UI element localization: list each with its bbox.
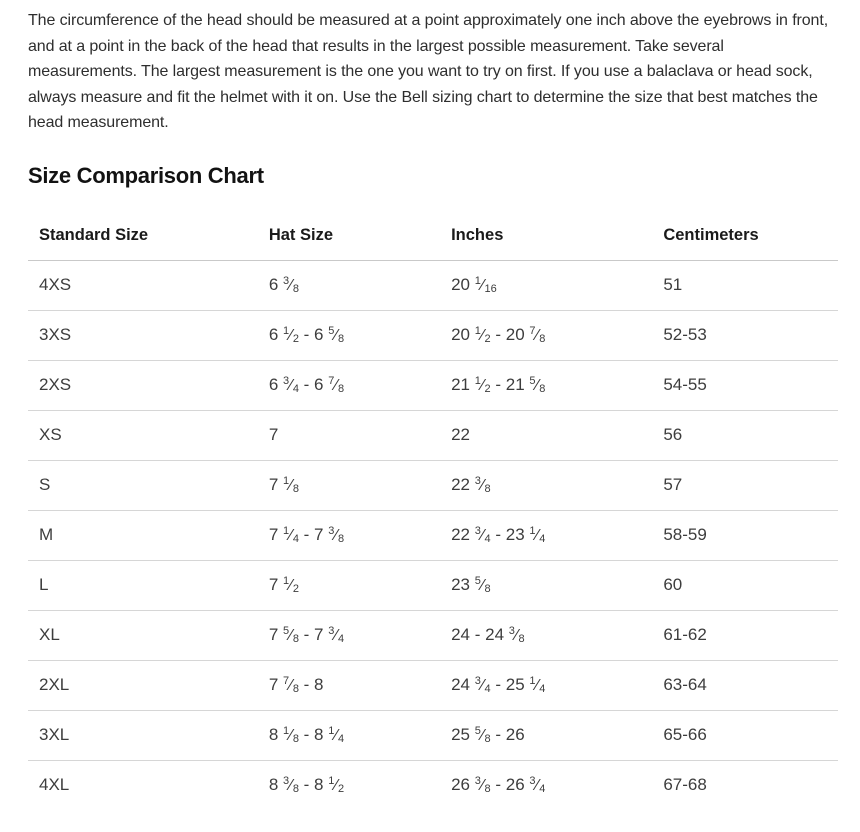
cell-standard-size: XS — [28, 410, 259, 461]
cell-centimeters: 52-53 — [653, 310, 838, 361]
section-title: Size Comparison Chart — [28, 162, 264, 188]
table-row: 3XS 6 1⁄2 - 6 5⁄8 20 1⁄2 - 20 7⁄8 52-53 — [28, 310, 838, 361]
table-row: 4XS 6 3⁄8 20 1⁄16 51 — [28, 260, 838, 311]
cell-standard-size: 4XS — [28, 260, 259, 311]
cell-hat-size: 6 1⁄2 - 6 5⁄8 — [258, 310, 442, 361]
cell-centimeters: 67-68 — [663, 774, 707, 794]
cell-standard-size: 3XL — [28, 710, 259, 761]
cell-inches: 20 1⁄16 — [441, 260, 654, 311]
cell-hat-size: 6 3⁄4 - 6 7⁄8 — [258, 360, 442, 411]
column-header-standard-size: Standard Size — [28, 211, 259, 261]
table-row: 2XL 7 7⁄8 - 8 24 3⁄4 - 25 1⁄4 63-64 — [28, 660, 838, 711]
intro-paragraph: The circumference of the head should be … — [28, 12, 829, 131]
cell-standard-size: S — [28, 460, 259, 511]
cell-hat-size: 7 5⁄8 - 7 3⁄4 — [258, 610, 442, 661]
cell-inches: 24 3⁄4 - 25 1⁄4 — [441, 660, 654, 711]
size-comparison-table: Standard Size Hat Size Inches Centimeters 4… — [28, 211, 838, 811]
cell-centimeters: 57 — [653, 460, 838, 511]
cell-centimeters: 54-55 — [653, 360, 838, 411]
cell-centimeters: 63-64 — [653, 660, 838, 711]
column-header-centimeters: Centimeters — [653, 211, 838, 261]
table-body: 4XS 6 3⁄8 20 1⁄16 51 3XS 6 1⁄2 - 6 5⁄8 20 1⁄2 … — [28, 260, 838, 810]
cell-inches: 20 1⁄2 - 20 7⁄8 — [441, 310, 654, 361]
column-header-hat-size: Hat Size — [258, 211, 442, 261]
cell-hat-size: 8 1⁄8 - 8 1⁄4 — [258, 710, 442, 761]
cell-standard-size: L — [28, 560, 259, 611]
table-row: 4XL 8 3⁄8 - 8 1⁄2 26 3⁄8 - 26 3⁄4 67-68 — [28, 760, 838, 810]
cell-hat-size: 7 7⁄8 - 8 — [258, 660, 442, 711]
cell-centimeters: 61-62 — [653, 610, 838, 661]
cell-hat-size: 7 1⁄2 — [258, 560, 442, 611]
cell-centimeters: 65-66 — [653, 710, 838, 761]
table-row: XS 7 22 56 — [28, 410, 838, 461]
cell-inches: 24 - 24 3⁄8 — [441, 610, 654, 661]
cell-standard-size: XL — [28, 610, 259, 661]
cell-inches: 22 3⁄4 - 23 1⁄4 — [441, 510, 654, 561]
cell-standard-size: 3XS — [28, 310, 259, 361]
column-header-inches: Inches — [441, 211, 654, 261]
cell-inches: 22 3⁄8 — [441, 460, 654, 511]
cell-inches: 23 5⁄8 — [441, 560, 654, 611]
cell-standard-size: 2XS — [28, 360, 259, 411]
cell-centimeters: 56 — [653, 410, 838, 461]
cell-centimeters: 58-59 — [653, 510, 838, 561]
cell-inches: 25 5⁄8 - 26 — [441, 710, 654, 761]
cell-standard-size: 4XL — [39, 774, 70, 794]
cell-standard-size: M — [28, 510, 259, 561]
table-row: 3XL 8 1⁄8 - 8 1⁄4 25 5⁄8 - 26 65-66 — [28, 710, 838, 761]
table-row: 2XS 6 3⁄4 - 6 7⁄8 21 1⁄2 - 21 5⁄8 54-55 — [28, 360, 838, 411]
cell-hat-size: 7 1⁄8 — [258, 460, 442, 511]
table-header-row: Standard Size Hat Size Inches Centimeters — [28, 211, 838, 261]
cell-inches: 26 3⁄8 - 26 3⁄4 — [451, 774, 546, 795]
cell-hat-size: 6 3⁄8 — [258, 260, 442, 311]
cell-inches: 22 — [441, 410, 654, 461]
cell-hat-size: 7 1⁄4 - 7 3⁄8 — [258, 510, 442, 561]
table-row: XL 7 5⁄8 - 7 3⁄4 24 - 24 3⁄8 61-62 — [28, 610, 838, 661]
cell-inches: 21 1⁄2 - 21 5⁄8 — [441, 360, 654, 411]
cell-hat-size: 8 3⁄8 - 8 1⁄2 — [268, 774, 345, 795]
cell-hat-size: 7 — [258, 410, 442, 461]
cell-centimeters: 60 — [653, 560, 838, 611]
cell-centimeters: 51 — [653, 260, 838, 311]
cell-standard-size: 2XL — [28, 660, 259, 711]
